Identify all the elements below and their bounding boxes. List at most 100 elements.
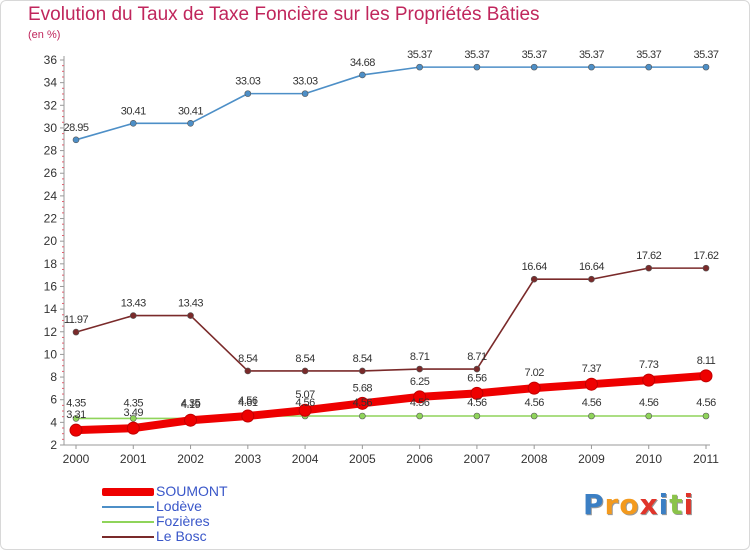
- data-point: [187, 119, 194, 127]
- data-label: 8.54: [353, 353, 373, 365]
- legend-swatch: [102, 487, 154, 496]
- legend-item: Le Bosc: [102, 529, 228, 544]
- data-label: 4.56: [639, 397, 659, 409]
- x-tick-label: 2000: [63, 452, 90, 466]
- x-tick-label: 2004: [292, 452, 319, 466]
- data-point: [244, 367, 252, 375]
- data-point: [645, 63, 653, 71]
- data-label: 17.62: [636, 250, 661, 262]
- y-tick-label: 30: [44, 121, 58, 135]
- legend-label: SOUMONT: [156, 483, 228, 499]
- y-tick-label: 20: [44, 234, 58, 248]
- data-label: 30.41: [121, 105, 146, 117]
- x-tick-label: 2001: [120, 452, 147, 466]
- proxiti-logo: Proxiti: [583, 488, 694, 521]
- legend-item: Fozières: [102, 514, 228, 529]
- data-point: [530, 412, 538, 420]
- data-point: [416, 412, 423, 420]
- data-label: 16.64: [522, 261, 547, 273]
- y-tick-label: 8: [50, 370, 57, 384]
- data-label: 7.73: [639, 359, 659, 371]
- legend-label: Le Bosc: [156, 528, 207, 544]
- data-point: [645, 412, 653, 420]
- data-label: 3.31: [66, 409, 86, 421]
- data-point: [301, 90, 309, 97]
- legend-swatch: [102, 505, 154, 508]
- data-point: [702, 63, 710, 71]
- x-tick-label: 2010: [635, 452, 662, 466]
- data-point: [530, 275, 538, 283]
- data-point: [473, 63, 481, 71]
- data-label: 4.56: [410, 397, 430, 409]
- data-point: [129, 119, 137, 127]
- data-label: 4.35: [181, 397, 201, 409]
- x-tick-label: 2006: [406, 452, 433, 466]
- data-label: 30.41: [178, 105, 203, 117]
- data-label: 4.61: [238, 397, 258, 409]
- logo-letter: P: [583, 488, 605, 521]
- data-label: 5.68: [353, 382, 373, 394]
- data-point: [69, 423, 83, 437]
- series-line-le-bosc: [75, 267, 707, 372]
- data-label: 35.37: [407, 49, 432, 61]
- data-label: 7.02: [524, 367, 544, 379]
- data-label: 6.25: [410, 376, 430, 388]
- logo-letter: i: [658, 488, 670, 521]
- data-label: 34.68: [350, 57, 375, 69]
- data-point: [126, 421, 140, 435]
- data-label: 13.43: [178, 298, 203, 310]
- y-tick-label: 28: [44, 144, 58, 158]
- y-tick-label: 2: [50, 438, 57, 452]
- y-tick-label: 24: [44, 189, 58, 203]
- data-point: [584, 377, 598, 391]
- data-label: 4.35: [124, 397, 144, 409]
- data-label: 4.56: [467, 397, 487, 409]
- y-tick-label: 26: [44, 166, 58, 180]
- logo-letter: x: [639, 488, 659, 521]
- y-tick-label: 4: [50, 415, 57, 429]
- x-tick-label: 2003: [234, 452, 261, 466]
- logo-letter: o: [619, 488, 640, 521]
- series-line-lod-ve: [75, 66, 707, 141]
- x-tick-label: 2009: [578, 452, 605, 466]
- data-point: [129, 312, 137, 319]
- y-tick-label: 12: [44, 325, 58, 339]
- data-label: 4.56: [295, 397, 315, 409]
- data-label: 35.37: [693, 49, 718, 61]
- x-tick-label: 2007: [464, 452, 491, 466]
- data-label: 17.62: [693, 250, 718, 262]
- data-label: 33.03: [235, 76, 260, 88]
- data-point: [359, 367, 366, 375]
- x-tick-label: 2011: [693, 452, 719, 466]
- data-point: [588, 63, 595, 71]
- data-point: [527, 381, 541, 395]
- data-label: 4.56: [238, 395, 258, 407]
- data-point: [473, 412, 481, 420]
- chart-title: Evolution du Taux de Taxe Foncière sur l…: [28, 4, 540, 25]
- y-tick-label: 32: [44, 98, 58, 112]
- data-label: 4.56: [353, 397, 373, 409]
- data-point: [184, 413, 198, 427]
- logo-letter: r: [604, 488, 620, 521]
- x-tick-label: 2008: [521, 452, 548, 466]
- chart-subtitle: (en %): [28, 29, 61, 41]
- data-label: 13.43: [121, 298, 146, 310]
- data-point: [699, 369, 713, 383]
- data-point: [645, 264, 653, 272]
- y-tick-label: 10: [44, 347, 58, 361]
- data-point: [355, 396, 369, 410]
- data-point: [588, 412, 595, 420]
- data-label: 5.07: [295, 389, 315, 401]
- data-point: [530, 63, 538, 71]
- data-label: 8.71: [410, 351, 430, 363]
- data-point: [187, 312, 194, 319]
- legend-label: Fozières: [156, 513, 210, 529]
- data-label: 33.03: [293, 76, 318, 88]
- data-point: [298, 403, 312, 417]
- data-point: [359, 412, 366, 420]
- data-point: [359, 71, 366, 79]
- y-tick-label: 36: [44, 53, 58, 67]
- legend-swatch: [102, 535, 154, 538]
- data-point: [129, 415, 137, 422]
